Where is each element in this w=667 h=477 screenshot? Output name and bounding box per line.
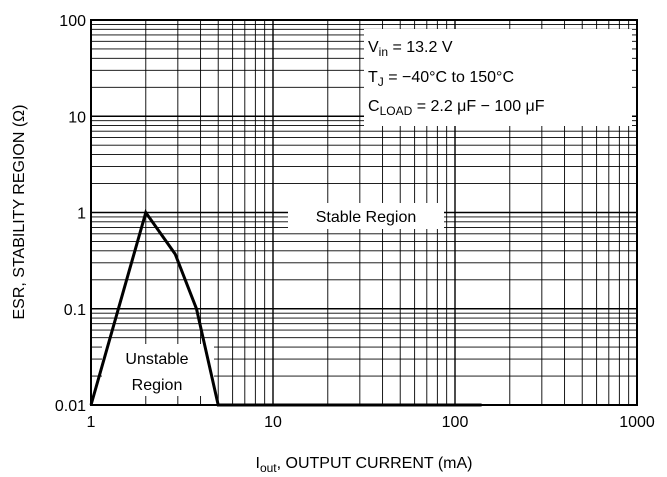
x-tick-labels: 1 10 100 1000 [87,414,655,431]
y-tick-label: 1 [77,206,86,223]
stable-region-label: Stable Region [316,209,417,226]
y-tick-label: 100 [59,13,86,30]
stable-label-bg [288,203,444,229]
x-tick-label: 1000 [619,414,655,431]
x-tick-label: 10 [264,414,282,431]
y-axis-label: ESR, STABILITY REGION (Ω) [11,105,28,320]
y-tick-label: 0.1 [64,302,86,319]
condition-vin: Vin = 13.2 V [368,39,453,59]
x-tick-label: 100 [442,414,469,431]
x-axis-label: Iout, OUTPUT CURRENT (mA) [256,455,473,475]
y-tick-label: 10 [68,109,86,126]
unstable-region-label-line2: Region [132,377,183,394]
x-tick-label: 1 [87,414,96,431]
stability-boundary-line [89,209,482,407]
y-tick-label: 0.01 [55,398,86,415]
unstable-label-bg [102,344,214,396]
y-tick-labels: 0.01 0.1 1 10 100 [55,13,86,415]
condition-cload: CLOAD = 2.2 μF − 100 μF [368,98,545,118]
conditions-box [364,29,632,126]
condition-tj: TJ = −40°C to 150°C [368,69,514,89]
unstable-region-label-line1: Unstable [125,351,188,368]
